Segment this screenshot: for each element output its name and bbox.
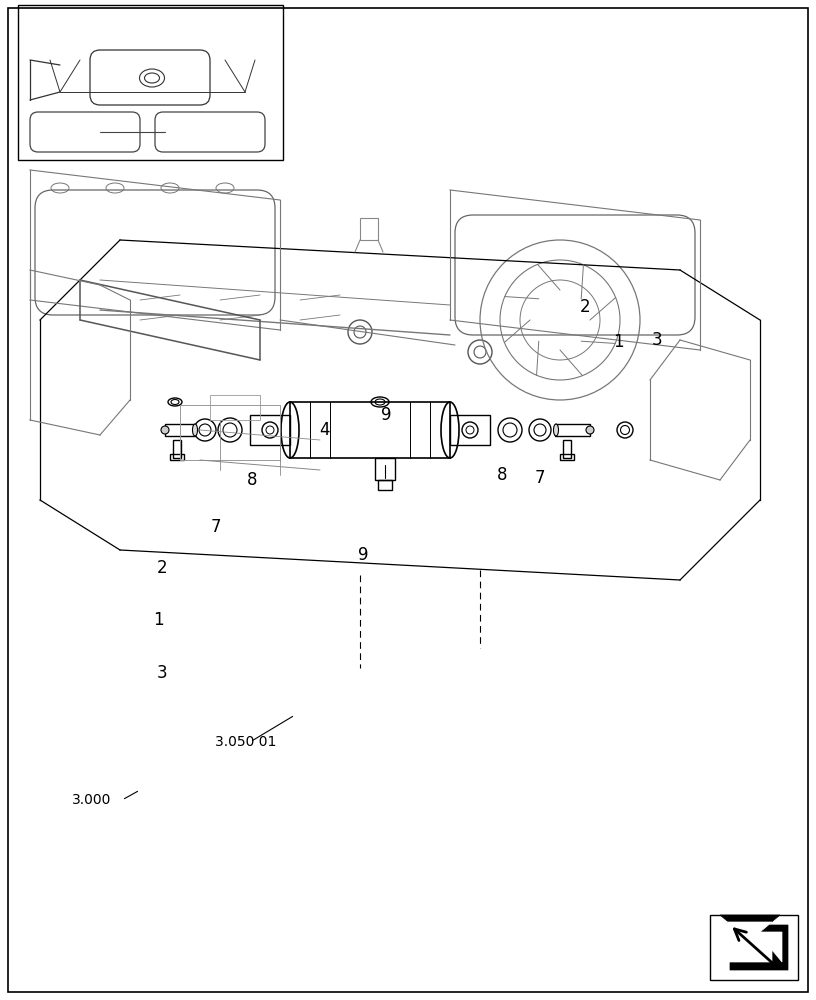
- Bar: [555, 424, 590, 436]
- Text: 4: 4: [320, 421, 330, 439]
- Ellipse shape: [553, 424, 558, 436]
- Text: 3.000: 3.000: [72, 793, 111, 807]
- Bar: [180, 405, 280, 460]
- Text: 2: 2: [579, 298, 590, 316]
- Text: 9: 9: [381, 406, 391, 424]
- Ellipse shape: [586, 426, 594, 434]
- Polygon shape: [720, 915, 788, 970]
- Bar: [710, 915, 798, 980]
- Text: 1: 1: [613, 333, 623, 351]
- Text: 1: 1: [153, 611, 163, 629]
- Text: 3.050 01: 3.050 01: [215, 735, 277, 749]
- Ellipse shape: [161, 426, 169, 434]
- Bar: [18, 5, 283, 160]
- Bar: [563, 440, 571, 458]
- Text: 3: 3: [157, 664, 167, 682]
- Bar: [173, 440, 181, 458]
- Bar: [360, 218, 378, 240]
- Bar: [560, 454, 574, 460]
- Bar: [170, 454, 184, 460]
- Text: 7: 7: [211, 518, 221, 536]
- Ellipse shape: [193, 424, 197, 436]
- Bar: [450, 415, 490, 445]
- Text: 7: 7: [534, 469, 545, 487]
- Bar: [290, 402, 450, 458]
- Bar: [250, 415, 290, 445]
- Bar: [210, 395, 260, 420]
- Bar: [165, 424, 195, 436]
- Text: 9: 9: [357, 546, 368, 564]
- Text: 2: 2: [157, 559, 167, 577]
- Bar: [378, 480, 392, 490]
- Polygon shape: [725, 922, 782, 962]
- Text: 8: 8: [246, 471, 257, 489]
- Bar: [375, 458, 395, 480]
- Text: 3: 3: [652, 331, 663, 349]
- Text: 8: 8: [497, 466, 508, 484]
